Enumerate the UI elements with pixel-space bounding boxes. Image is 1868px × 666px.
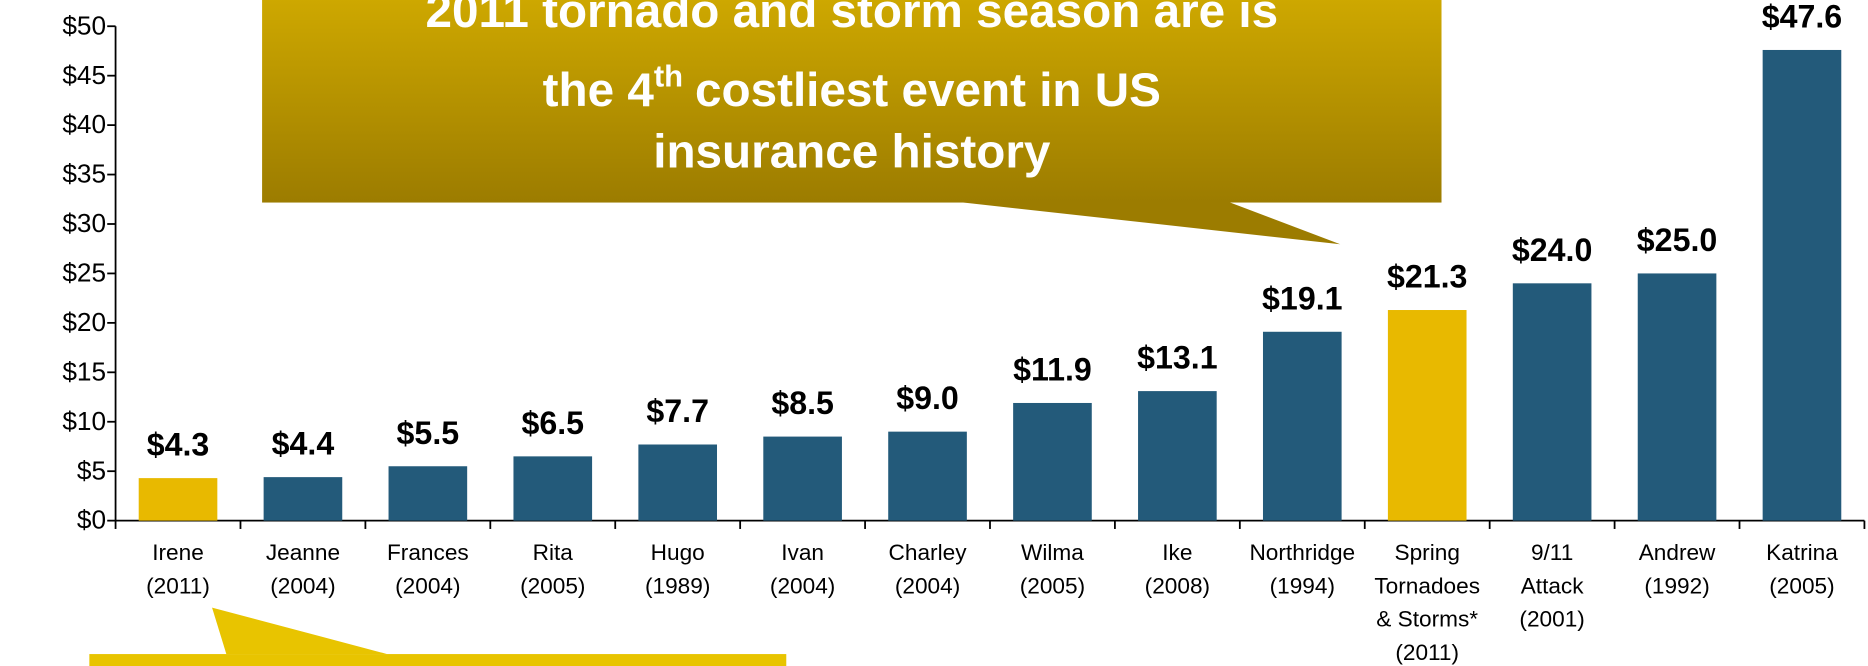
x-tick-label: (2011) xyxy=(146,573,210,598)
x-tick-label: (1992) xyxy=(1644,573,1709,598)
data-label: $11.9 xyxy=(1013,351,1092,387)
x-tick-label: Charley xyxy=(889,540,968,565)
y-tick-label: $30 xyxy=(62,208,106,238)
y-tick-label: $45 xyxy=(62,60,106,90)
data-label: $9.0 xyxy=(896,380,959,416)
data-label: $8.5 xyxy=(771,385,834,421)
x-tick-label: (1989) xyxy=(645,573,710,598)
x-tick-label: (2008) xyxy=(1145,573,1210,598)
x-tick-label: (2005) xyxy=(1020,573,1085,598)
callout-bottom xyxy=(89,607,787,666)
bar xyxy=(1013,402,1092,521)
plot-area: $0 $5 $10 $15 $20 $25 $30 $35 $40 $45 $50 Irene (201… xyxy=(62,0,1866,665)
bar xyxy=(888,431,967,521)
y-tick-label: $25 xyxy=(62,258,106,288)
bar xyxy=(138,478,218,521)
x-tick-label: Northridge xyxy=(1249,540,1355,565)
callout-box xyxy=(262,0,1442,203)
x-tick-label: Jeanne xyxy=(266,540,340,565)
x-tick-label: (2011) xyxy=(1395,640,1459,665)
y-tick-label: $40 xyxy=(62,109,106,139)
x-tick-label: Tornadoes xyxy=(1374,573,1480,598)
data-label: $13.1 xyxy=(1137,340,1217,376)
bar xyxy=(513,456,593,521)
y-tick-label: $5 xyxy=(77,455,106,485)
x-tick-label: (2005) xyxy=(1769,573,1834,598)
annotation-text: costliest event in US xyxy=(695,64,1161,117)
x-tick-label: (1994) xyxy=(1270,573,1335,598)
bar xyxy=(263,477,343,521)
y-tick-label: $10 xyxy=(62,406,106,436)
x-tick-label: Ike xyxy=(1162,540,1192,565)
x-tick-label: Frances xyxy=(387,540,469,565)
callout-pointer xyxy=(953,201,1341,245)
bar xyxy=(1512,283,1592,521)
data-label: $47.6 xyxy=(1762,0,1842,34)
bar xyxy=(1637,273,1717,521)
data-label: $7.7 xyxy=(646,393,709,429)
callout: 2011 tornado and storm season are is the… xyxy=(262,0,1442,245)
bar xyxy=(763,436,842,521)
x-tick-label: (2004) xyxy=(770,573,835,598)
annotation-line: the 4th costliest event in US xyxy=(543,59,1161,117)
x-tick-label: Wilma xyxy=(1021,540,1084,565)
y-tick-label: $50 xyxy=(62,10,106,40)
bar xyxy=(388,466,468,521)
annotation-line: insurance history xyxy=(653,125,1051,178)
x-tick-label: Rita xyxy=(533,540,574,565)
x-tick-label: Katrina xyxy=(1766,540,1838,565)
x-tick-label: (2001) xyxy=(1519,607,1584,632)
data-label: $25.0 xyxy=(1637,222,1717,258)
y-tick-label: $35 xyxy=(62,159,106,189)
x-tick-label: 9/11 xyxy=(1531,540,1573,565)
x-tick-label: (2004) xyxy=(895,573,960,598)
x-tick-label: (2004) xyxy=(395,573,460,598)
x-tick-label: & Storms* xyxy=(1376,607,1478,632)
x-tick-label: Andrew xyxy=(1639,540,1716,565)
y-tick-label: $15 xyxy=(62,356,106,386)
annotation-text: the 4 xyxy=(543,64,655,117)
data-label: $4.4 xyxy=(272,426,335,462)
data-label: $24.0 xyxy=(1512,232,1592,268)
data-label: $5.5 xyxy=(397,415,460,451)
data-label: $21.3 xyxy=(1387,259,1467,295)
callout-box xyxy=(89,654,787,666)
x-tick-label: Attack xyxy=(1521,573,1585,598)
x-tick-label: (2005) xyxy=(520,573,585,598)
x-tick-label: Hugo xyxy=(651,540,705,565)
data-label: $4.3 xyxy=(147,427,210,463)
x-tick-label: Spring xyxy=(1395,540,1460,565)
x-tick-label: (2004) xyxy=(270,573,335,598)
data-label: $6.5 xyxy=(521,405,584,441)
bar xyxy=(638,444,718,521)
annotation-line: 2011 tornado and storm season are is xyxy=(426,0,1279,38)
x-tick-label: Ivan xyxy=(781,540,824,565)
annotation-superscript: th xyxy=(654,59,683,94)
data-label: $19.1 xyxy=(1262,280,1342,316)
callout-pointer xyxy=(212,607,388,655)
bar xyxy=(1762,49,1842,521)
y-tick-label: $20 xyxy=(62,307,106,337)
x-tick-label: Irene xyxy=(152,540,204,565)
y-tick-label: $0 xyxy=(77,505,106,535)
bar xyxy=(1262,331,1342,521)
bar xyxy=(1138,391,1217,521)
bar xyxy=(1387,310,1467,521)
